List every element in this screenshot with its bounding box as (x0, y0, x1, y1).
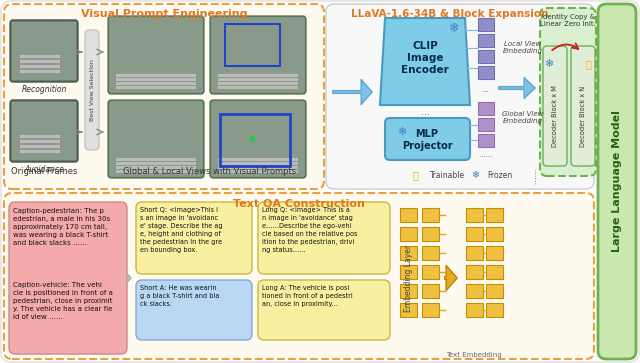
Bar (212, 102, 304, 176)
FancyBboxPatch shape (9, 202, 127, 354)
Text: ❄: ❄ (449, 21, 460, 34)
Text: Text QA Construction: Text QA Construction (233, 198, 365, 208)
Bar (218, 82, 298, 85)
Text: Recognition: Recognition (21, 86, 67, 94)
Bar (12, 102, 76, 160)
Text: Decoder Block x N: Decoder Block x N (580, 85, 586, 147)
Text: Long A: The vehicle is posi
tioned in front of a pedestri
an, close in proximity: Long A: The vehicle is posi tioned in fr… (262, 285, 353, 307)
Bar (486, 303, 503, 317)
Bar (20, 65, 60, 68)
Bar (478, 134, 494, 147)
Bar (400, 227, 417, 241)
Text: Caption-vehicle: The vehi
cle is positioned in front of a
pedestrian, close in p: Caption-vehicle: The vehi cle is positio… (13, 282, 113, 320)
FancyBboxPatch shape (4, 193, 594, 359)
Bar (478, 50, 494, 63)
FancyBboxPatch shape (598, 4, 636, 359)
Bar (116, 170, 196, 173)
Text: ......: ...... (479, 152, 493, 158)
Bar (486, 265, 503, 279)
FancyBboxPatch shape (10, 20, 78, 82)
Bar (422, 246, 439, 260)
Bar (466, 265, 483, 279)
Bar (218, 170, 298, 173)
Text: Original Frames: Original Frames (11, 167, 77, 176)
FancyBboxPatch shape (326, 4, 594, 189)
Bar (422, 284, 439, 298)
Bar (422, 208, 439, 222)
Text: ❄: ❄ (544, 59, 554, 69)
Text: 🔥: 🔥 (412, 170, 418, 180)
Bar (20, 150, 60, 153)
Bar (116, 158, 196, 161)
Text: Best View Selection: Best View Selection (90, 59, 95, 121)
Bar (466, 303, 483, 317)
Text: ❄: ❄ (471, 170, 479, 180)
Text: LLaVA-1.6-34B & Block Expansion: LLaVA-1.6-34B & Block Expansion (351, 9, 548, 19)
Bar (486, 284, 503, 298)
Bar (466, 227, 483, 241)
Bar (20, 55, 60, 58)
Text: ...: ... (483, 87, 490, 93)
Text: MLP
Projector: MLP Projector (402, 129, 452, 151)
FancyBboxPatch shape (385, 118, 470, 160)
Bar (478, 18, 494, 31)
FancyBboxPatch shape (108, 100, 204, 178)
Text: Trainable: Trainable (430, 171, 465, 179)
Bar (466, 284, 483, 298)
Bar (422, 227, 439, 241)
Bar (478, 34, 494, 47)
Bar (422, 265, 439, 279)
Text: Short Q: <image>This i
s an image in 'avoidanc
e' stage. Describe the ag
e, heig: Short Q: <image>This i s an image in 'av… (140, 207, 223, 253)
Text: Avoidance: Avoidance (24, 166, 64, 175)
Bar (218, 158, 298, 161)
Bar (116, 162, 196, 165)
FancyBboxPatch shape (210, 16, 306, 94)
Bar (20, 135, 60, 138)
FancyBboxPatch shape (571, 46, 595, 166)
Bar (116, 86, 196, 89)
Bar (218, 162, 298, 165)
Text: Text Embedding: Text Embedding (446, 352, 502, 358)
Bar (218, 86, 298, 89)
Bar (400, 246, 417, 260)
Bar (116, 74, 196, 77)
Text: Long Q: <image> This is a
n image in 'avoidance' stag
e……Describe the ego-vehi
c: Long Q: <image> This is a n image in 'av… (262, 207, 357, 253)
Bar (116, 82, 196, 85)
Bar (110, 102, 202, 176)
Bar (12, 22, 76, 80)
Bar (218, 74, 298, 77)
Bar (20, 140, 60, 143)
FancyBboxPatch shape (540, 8, 596, 176)
Text: Global & Local Views with Visual Prompts: Global & Local Views with Visual Prompts (124, 167, 296, 176)
Bar (110, 18, 202, 92)
Bar (478, 66, 494, 79)
FancyBboxPatch shape (108, 16, 204, 94)
FancyBboxPatch shape (136, 280, 252, 340)
Text: Decoder Block x M: Decoder Block x M (552, 85, 558, 147)
Text: CLIP
Image
Encoder: CLIP Image Encoder (401, 41, 449, 75)
FancyBboxPatch shape (258, 202, 390, 274)
Bar (220, 114, 290, 166)
FancyBboxPatch shape (136, 202, 252, 274)
Text: ❄: ❄ (397, 127, 406, 137)
Text: Short A: He was wearin
g a black T-shirt and bla
ck slacks.: Short A: He was wearin g a black T-shirt… (140, 285, 220, 307)
FancyBboxPatch shape (85, 30, 99, 150)
Bar (486, 208, 503, 222)
FancyBboxPatch shape (258, 280, 390, 340)
FancyBboxPatch shape (4, 4, 324, 189)
Bar (486, 246, 503, 260)
FancyBboxPatch shape (543, 46, 567, 166)
Bar (116, 78, 196, 81)
Bar (20, 70, 60, 73)
Bar (218, 78, 298, 81)
Bar (478, 118, 494, 131)
Bar (225, 24, 280, 66)
Text: Large Language Model: Large Language Model (612, 111, 622, 252)
Polygon shape (380, 18, 470, 105)
Text: Frozen: Frozen (487, 171, 512, 179)
Bar (422, 303, 439, 317)
Text: Identity Copy &
Linear Zero Init.: Identity Copy & Linear Zero Init. (540, 15, 596, 28)
Bar (400, 303, 417, 317)
FancyBboxPatch shape (10, 100, 78, 162)
